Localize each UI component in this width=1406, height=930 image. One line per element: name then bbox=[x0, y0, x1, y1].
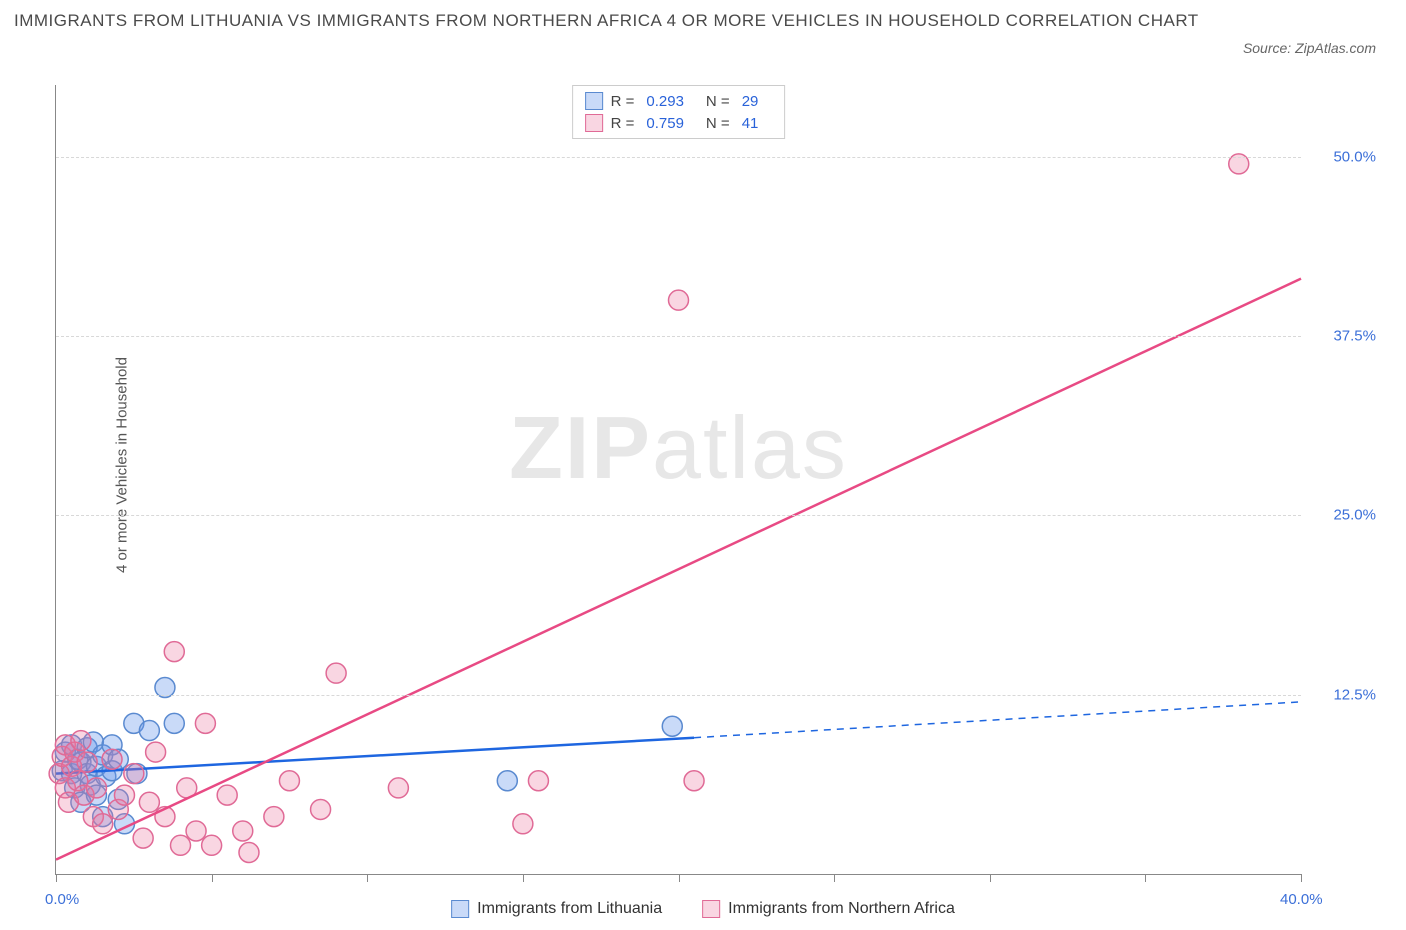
legend-stats-row: R = 0.759 N = 41 bbox=[585, 112, 773, 134]
legend-swatch-icon bbox=[585, 114, 603, 132]
legend-swatch-icon bbox=[702, 900, 720, 918]
stat-label: N = bbox=[706, 115, 730, 132]
chart-title: IMMIGRANTS FROM LITHUANIA VS IMMIGRANTS … bbox=[14, 8, 1206, 34]
legend-label: Immigrants from Northern Africa bbox=[728, 900, 955, 918]
source-attribution: Source: ZipAtlas.com bbox=[1243, 40, 1376, 56]
x-tick-label: 40.0% bbox=[1280, 891, 1323, 908]
legend-stats-box: R = 0.293 N = 29 R = 0.759 N = 41 bbox=[572, 85, 786, 139]
stat-label: R = bbox=[611, 115, 635, 132]
legend-swatch-icon bbox=[451, 900, 469, 918]
legend-label: Immigrants from Lithuania bbox=[477, 900, 662, 918]
y-tick-label: 37.5% bbox=[1333, 328, 1376, 345]
legend-item: Immigrants from Lithuania bbox=[451, 900, 662, 918]
y-tick-label: 50.0% bbox=[1333, 148, 1376, 165]
legend-stats-row: R = 0.293 N = 29 bbox=[585, 90, 773, 112]
stat-label: R = bbox=[611, 93, 635, 110]
stat-r-value: 0.293 bbox=[646, 93, 684, 110]
y-tick-label: 25.0% bbox=[1333, 507, 1376, 524]
chart-plot-area: ZIPatlas R = 0.293 N = 29 R = 0.759 N = … bbox=[55, 85, 1301, 875]
legend-bottom: Immigrants from Lithuania Immigrants fro… bbox=[451, 900, 955, 918]
x-tick-label: 0.0% bbox=[45, 891, 79, 908]
scatter-svg bbox=[56, 85, 1301, 874]
stat-n-value: 29 bbox=[742, 93, 759, 110]
stat-n-value: 41 bbox=[742, 115, 759, 132]
stat-label: N = bbox=[706, 93, 730, 110]
legend-swatch-icon bbox=[585, 92, 603, 110]
stat-r-value: 0.759 bbox=[646, 115, 684, 132]
legend-item: Immigrants from Northern Africa bbox=[702, 900, 955, 918]
y-tick-label: 12.5% bbox=[1333, 686, 1376, 703]
